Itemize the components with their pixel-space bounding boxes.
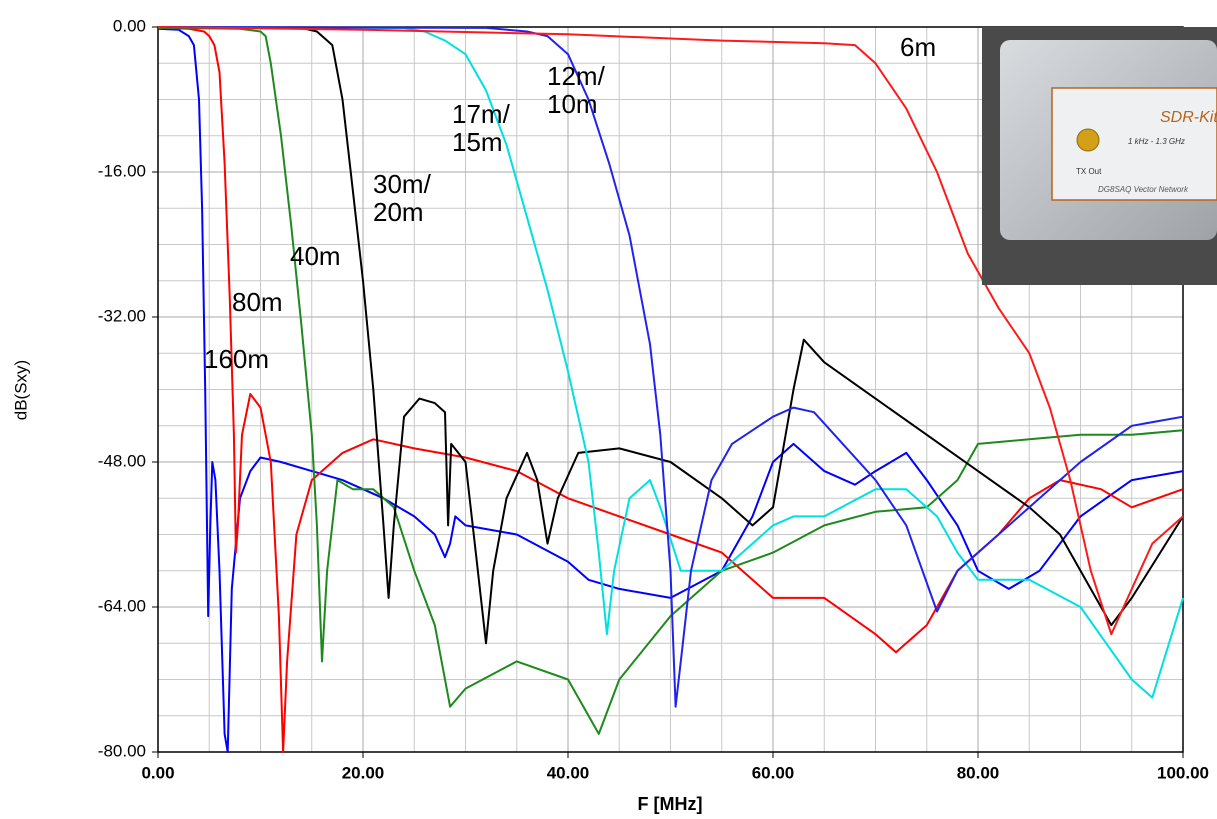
inset-text: DG8SAQ Vector Network (1098, 185, 1189, 194)
series-line (157, 26, 1184, 735)
x-axis-label: F [MHz] (638, 794, 703, 814)
device-panel (1051, 87, 1217, 201)
x-tick-label: 80.00 (957, 763, 1000, 782)
series-line (157, 26, 1184, 699)
y-tick-label: -16.00 (98, 161, 146, 180)
connector (1076, 128, 1100, 152)
plot-frame (157, 26, 1184, 753)
series-label: 40m (290, 241, 341, 271)
x-tick-label: 60.00 (752, 763, 795, 782)
inset-text: SDR-Kits (1160, 109, 1217, 126)
y-tick-label: -32.00 (98, 306, 146, 325)
series-label: 80m (232, 287, 283, 317)
y-tick-label: -48.00 (98, 451, 146, 470)
series-line (157, 26, 1184, 645)
series-line (157, 26, 1184, 636)
inset-text: TX Out (1076, 167, 1102, 176)
x-tick-label: 40.00 (547, 763, 590, 782)
y-axis-label: dB(Sxy) (11, 360, 30, 420)
series-label: 30m/ 20m (373, 169, 431, 227)
x-tick-label: 20.00 (342, 763, 385, 782)
series-label: 6m (900, 32, 937, 62)
series-label: 160m (204, 344, 270, 374)
series-label: 12m/ 10m (547, 61, 605, 119)
x-tick-label: 0.00 (141, 763, 174, 782)
series-line (157, 26, 1184, 708)
x-tick-label: 100.00 (1157, 763, 1209, 782)
y-tick-label: -80.00 (98, 741, 146, 760)
series-label: 17m/ 15m (452, 99, 510, 157)
inset-text: 1 kHz - 1.3 GHz (1128, 137, 1185, 146)
inset-photo: SDR-Kits 1 kHz - 1.3 GHz TX Out DG8SAQ Vect… (982, 27, 1217, 285)
y-tick-label: -64.00 (98, 596, 146, 615)
series-line (157, 27, 1184, 753)
y-tick-label: 0.00 (113, 16, 146, 35)
series-line (157, 26, 1184, 753)
